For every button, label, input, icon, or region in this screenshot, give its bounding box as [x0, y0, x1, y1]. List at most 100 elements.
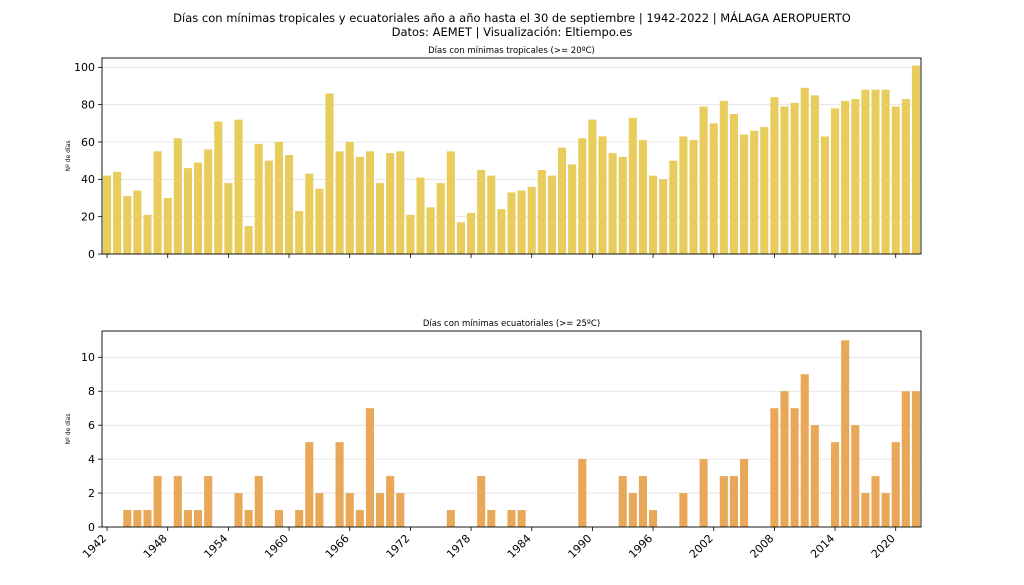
bar-1953	[214, 121, 223, 254]
bar-1989	[578, 459, 587, 527]
bar-1968	[365, 151, 374, 254]
bar-2004	[729, 476, 738, 527]
bar-1972	[406, 214, 415, 254]
bar-1976	[446, 510, 455, 527]
bar-1969	[376, 183, 385, 254]
bar-1980	[487, 175, 496, 254]
x-tick-label: 1942	[80, 532, 109, 561]
bar-1955	[234, 119, 243, 254]
bar-2019	[881, 493, 890, 527]
bar-1993	[618, 476, 627, 527]
bar-1967	[355, 510, 364, 527]
bar-2018	[871, 89, 880, 254]
bar-1983	[517, 510, 526, 527]
bar-1947	[153, 476, 162, 527]
bar-2008	[770, 408, 779, 527]
bar-1952	[204, 149, 213, 254]
x-tick-label: 1984	[505, 532, 534, 561]
bar-1959	[274, 142, 283, 254]
bar-2020	[891, 442, 900, 527]
bar-2003	[719, 100, 728, 254]
bar-1994	[628, 493, 637, 527]
bar-2010	[790, 102, 799, 254]
bar-1990	[588, 119, 597, 254]
bar-2018	[871, 476, 880, 527]
chart-title: Días con mínimas tropicales y ecuatorial…	[173, 11, 851, 25]
bar-1991	[598, 136, 607, 254]
bar-1975	[436, 183, 445, 254]
y-tick-label: 6	[88, 419, 95, 432]
y-tick-label: 80	[81, 98, 95, 111]
bar-1966	[345, 142, 354, 254]
bar-1949	[173, 138, 182, 254]
x-tick-label: 1966	[323, 532, 352, 561]
bar-1944	[123, 510, 132, 527]
bar-2003	[719, 476, 728, 527]
bar-2015	[841, 340, 850, 527]
y-axis-label: Nº de días	[65, 414, 72, 445]
x-tick-label: 1996	[626, 532, 655, 561]
bar-1942	[103, 175, 112, 254]
bar-1999	[679, 493, 688, 527]
bar-1971	[396, 493, 405, 527]
x-tick-label: 1972	[384, 532, 413, 561]
y-tick-label: 8	[88, 385, 95, 398]
bar-2017	[861, 493, 870, 527]
bar-1960	[285, 155, 294, 254]
bar-1967	[355, 156, 364, 254]
y-tick-label: 40	[81, 173, 95, 186]
bar-1962	[305, 173, 314, 254]
bar-1976	[446, 151, 455, 254]
bar-2019	[881, 89, 890, 254]
bar-2005	[740, 134, 749, 254]
bar-1943	[113, 171, 122, 254]
bar-1945	[133, 510, 142, 527]
bar-1966	[345, 493, 354, 527]
bar-1947	[153, 151, 162, 254]
bar-2006	[750, 130, 759, 254]
bar-2015	[841, 100, 850, 254]
bar-1950	[183, 510, 192, 527]
plot-frame	[101, 57, 922, 255]
bar-1959	[274, 510, 283, 527]
bar-1958	[264, 160, 273, 254]
bar-1957	[254, 143, 263, 254]
bar-1963	[315, 493, 324, 527]
bar-1957	[254, 476, 263, 527]
bar-2001	[699, 106, 708, 255]
bar-1997	[659, 179, 668, 254]
y-tick-label: 0	[88, 248, 95, 261]
bar-2016	[851, 425, 860, 527]
y-tick-label: 100	[74, 61, 95, 74]
bar-1961	[295, 510, 304, 527]
bar-1988	[568, 164, 577, 254]
chart-subtitle: Datos: AEMET | Visualización: Eltiempo.e…	[391, 25, 633, 39]
bar-2012	[810, 95, 819, 254]
bar-2011	[800, 87, 809, 254]
x-tick-label: 2008	[748, 532, 777, 561]
panel-title: Días con mínimas tropicales (>= 20ºC)	[428, 46, 595, 56]
bar-1964	[325, 93, 334, 254]
bar-1952	[204, 476, 213, 527]
bar-1971	[396, 151, 405, 254]
bar-1999	[679, 136, 688, 254]
bar-1961	[295, 211, 304, 254]
bar-1970	[386, 476, 395, 527]
bar-1995	[638, 140, 647, 254]
panel-title: Días con mínimas ecuatoriales (>= 25ºC)	[423, 319, 600, 329]
bar-1978	[467, 212, 476, 254]
bar-1963	[315, 188, 324, 254]
bar-2007	[760, 127, 769, 254]
bar-1982	[507, 510, 516, 527]
bar-1993	[618, 156, 627, 254]
bar-1996	[649, 510, 658, 527]
bar-1981	[497, 209, 506, 254]
bar-1949	[173, 476, 182, 527]
bar-1965	[335, 151, 344, 254]
bar-1969	[376, 493, 385, 527]
bar-1992	[608, 153, 617, 254]
bar-1989	[578, 138, 587, 254]
x-tick-label: 1978	[444, 532, 473, 561]
bar-1965	[335, 442, 344, 527]
bar-1956	[244, 226, 253, 254]
